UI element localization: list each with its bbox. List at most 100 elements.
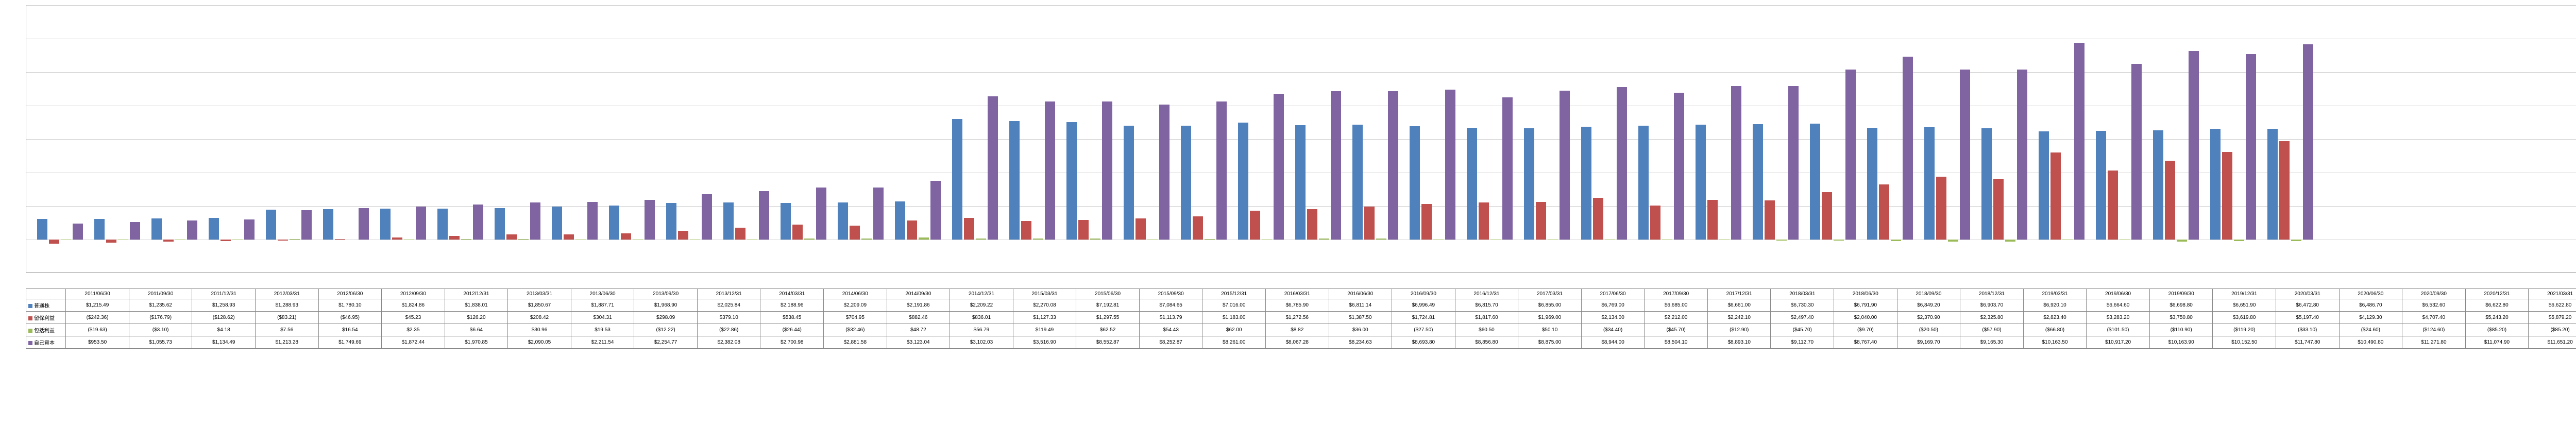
- bar-retained_earnings: [1650, 206, 1660, 240]
- bar-retained_earnings: [2279, 141, 2290, 240]
- data-row-common_stock: 普通株$1,215.49$1,235.62$1,258.93$1,288.93$…: [26, 299, 2576, 312]
- bar-equity: [2303, 44, 2313, 240]
- bar-equity: [1502, 97, 1513, 240]
- bar-comprehensive_income: [290, 239, 300, 240]
- data-cell: $3,283.20: [2087, 312, 2150, 324]
- bar-equity: [1788, 86, 1799, 240]
- bar-common_stock: [2267, 129, 2278, 240]
- data-cell: $836.01: [950, 312, 1013, 324]
- data-cell: $1,213.28: [255, 336, 318, 349]
- data-cell: $1,215.49: [66, 299, 129, 312]
- data-cell: ($46.95): [318, 312, 382, 324]
- data-cell: $6,651.90: [2213, 299, 2276, 312]
- bar-common_stock: [1238, 123, 1248, 240]
- bar-retained_earnings: [1765, 200, 1775, 240]
- data-cell: $8,252.87: [1139, 336, 1202, 349]
- bar-common_stock: [1295, 125, 1306, 240]
- data-cell: $60.50: [1455, 324, 1518, 336]
- period-header: 2019/12/31: [2213, 289, 2276, 299]
- period-header: 2012/03/31: [255, 289, 318, 299]
- bar-common_stock: [266, 210, 276, 240]
- period-header: 2016/12/31: [1455, 289, 1518, 299]
- data-cell: ($101.50): [2087, 324, 2150, 336]
- data-cell: ($45.70): [1645, 324, 1708, 336]
- bar-comprehensive_income: [919, 237, 929, 240]
- data-cell: $1,817.60: [1455, 312, 1518, 324]
- header-row: 2011/06/302011/09/302011/12/312012/03/31…: [26, 289, 2576, 299]
- data-cell: $1,258.93: [192, 299, 256, 312]
- bar-common_stock: [2096, 131, 2106, 240]
- bar-retained_earnings: [1307, 209, 1317, 240]
- bar-equity: [1045, 101, 1055, 240]
- period-header: 2017/06/30: [1581, 289, 1645, 299]
- data-cell: $2,191.86: [887, 299, 950, 312]
- data-cell: $2,209.22: [950, 299, 1013, 312]
- data-cell: $10,917.20: [2087, 336, 2150, 349]
- data-cell: $2,325.80: [1960, 312, 2024, 324]
- data-cell: $1,850.67: [508, 299, 571, 312]
- bar-common_stock: [94, 219, 105, 240]
- bar-equity: [1560, 91, 1570, 240]
- row-label-retained_earnings: 留保利益: [26, 312, 66, 324]
- bar-common_stock: [1352, 125, 1363, 240]
- period-header: 2011/06/30: [66, 289, 129, 299]
- bar-common_stock: [1467, 128, 1477, 240]
- data-cell: ($20.50): [1897, 324, 1960, 336]
- period-header: 2014/12/31: [950, 289, 1013, 299]
- bar-common_stock: [37, 219, 47, 240]
- bar-equity: [1274, 94, 1284, 240]
- bar-retained_earnings: [2050, 152, 2061, 240]
- data-cell: $7,192.81: [1076, 299, 1140, 312]
- data-cell: $6,815.70: [1455, 299, 1518, 312]
- bar-equity: [1731, 86, 1741, 240]
- data-cell: $6,698.80: [2149, 299, 2213, 312]
- bar-common_stock: [1924, 127, 1935, 240]
- data-cell: $298.09: [634, 312, 698, 324]
- data-cell: $8,875.00: [1518, 336, 1582, 349]
- bar-comprehensive_income: [461, 239, 471, 240]
- bar-retained_earnings: [2222, 152, 2232, 240]
- data-cell: $8,067.28: [1265, 336, 1329, 349]
- period-header: 2020/12/31: [2465, 289, 2529, 299]
- data-cell: $1,127.33: [1013, 312, 1076, 324]
- data-cell: ($24.60): [2339, 324, 2402, 336]
- data-cell: $6.64: [445, 324, 508, 336]
- bar-comprehensive_income: [2234, 240, 2244, 241]
- data-cell: $8,552.87: [1076, 336, 1140, 349]
- data-cell: ($12.22): [634, 324, 698, 336]
- data-cell: $6,661.00: [1707, 299, 1771, 312]
- empty-header: [26, 289, 66, 299]
- data-row-equity: 自己資本$953.50$1,055.73$1,134.49$1,213.28$1…: [26, 336, 2576, 349]
- data-cell: $8.82: [1265, 324, 1329, 336]
- data-cell: $1,272.56: [1265, 312, 1329, 324]
- bar-common_stock: [1009, 121, 1020, 240]
- data-cell: $1,288.93: [255, 299, 318, 312]
- data-cell: $6,996.49: [1392, 299, 1455, 312]
- data-cell: $11,074.90: [2465, 336, 2529, 349]
- period-header: 2017/09/30: [1645, 289, 1708, 299]
- bar-equity: [1102, 101, 1112, 240]
- data-cell: $2,090.05: [508, 336, 571, 349]
- data-cell: ($12.90): [1707, 324, 1771, 336]
- bar-equity: [930, 181, 941, 240]
- data-cell: $3,750.80: [2149, 312, 2213, 324]
- data-cell: $6,811.14: [1329, 299, 1392, 312]
- data-cell: $10,152.50: [2213, 336, 2276, 349]
- data-cell: $6,791.90: [1834, 299, 1897, 312]
- bar-retained_earnings: [735, 228, 745, 240]
- bar-common_stock: [2210, 129, 2221, 240]
- bar-common_stock: [723, 202, 734, 240]
- data-cell: ($32.46): [824, 324, 887, 336]
- period-header: 2021/03/31: [2529, 289, 2576, 299]
- bar-common_stock: [1581, 127, 1591, 240]
- bar-retained_earnings: [1364, 207, 1375, 240]
- bar-common_stock: [895, 201, 905, 240]
- bar-equity: [416, 207, 426, 240]
- bar-retained_earnings: [49, 240, 59, 244]
- data-cell: $8,693.80: [1392, 336, 1455, 349]
- data-cell: ($242.36): [66, 312, 129, 324]
- bar-retained_earnings: [1250, 211, 1260, 240]
- data-cell: $6,785.90: [1265, 299, 1329, 312]
- bar-common_stock: [1867, 128, 1877, 240]
- bar-equity: [816, 188, 826, 240]
